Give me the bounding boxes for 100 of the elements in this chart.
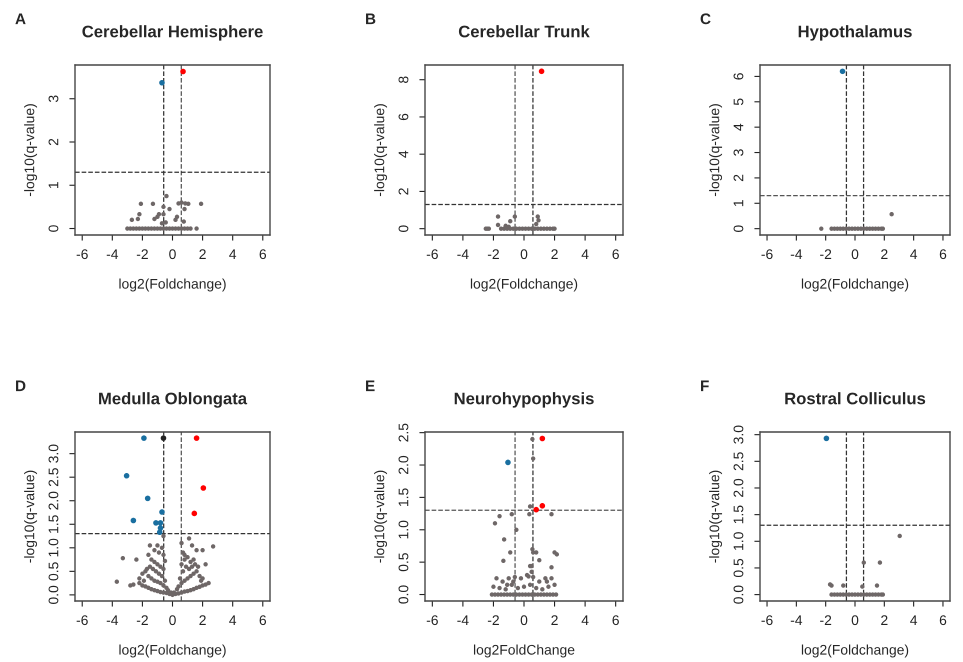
text: D xyxy=(16,380,26,392)
x-tick-label: 2 xyxy=(199,615,206,625)
y-tick-label: 0.5 xyxy=(398,553,408,572)
y-tick-label: 1.0 xyxy=(734,532,744,550)
y-axis-title: -log10(q-value) xyxy=(24,104,38,196)
chart-title: Cerebellar Trunk xyxy=(458,25,590,38)
x-axis-title: log2(Foldchange) xyxy=(470,278,578,292)
chart-title: Hypothalamus xyxy=(798,25,912,41)
y-tick-label: 2 xyxy=(48,138,58,146)
x-tick-label: 2 xyxy=(881,249,888,259)
text: F xyxy=(701,380,709,392)
x-axis-title: log2(Foldchange) xyxy=(119,644,226,658)
x-tick-label: 4 xyxy=(910,615,918,625)
x-tick-label: 0 xyxy=(169,249,176,260)
x-tick-label: 2 xyxy=(881,615,888,625)
y-tick-label: 0.0 xyxy=(48,586,58,604)
y-tick-label: 0.5 xyxy=(48,562,58,580)
y-tick-label: 1.5 xyxy=(48,515,58,533)
x-tick-label: 0 xyxy=(520,615,528,626)
y-tick-label: 2.5 xyxy=(734,452,744,470)
x-tick-label: 0 xyxy=(852,249,858,260)
y-tick-label: 2.0 xyxy=(48,492,58,510)
x-tick-label: -6 xyxy=(426,249,438,260)
x-tick-label: -2 xyxy=(488,249,499,259)
text: C xyxy=(700,13,711,24)
y-tick-label: 1.0 xyxy=(398,520,408,538)
y-tick-label: 2.5 xyxy=(398,424,408,442)
chart-title: Neurohypophysis xyxy=(454,392,594,408)
x-tick-label: 4 xyxy=(582,249,589,259)
y-tick-label: 0 xyxy=(734,225,744,232)
x-tick-label: -6 xyxy=(426,615,438,626)
x-tick-label: 6 xyxy=(940,249,946,260)
y-tick-label: 2 xyxy=(734,174,744,182)
y-axis-title: -log10(q-value) xyxy=(374,470,388,563)
y-axis-title: -log10(q-value) xyxy=(24,470,38,563)
y-tick-label: 4 xyxy=(734,124,744,131)
y-tick-label: 4 xyxy=(398,150,408,158)
x-tick-label: -4 xyxy=(790,249,802,259)
x-axis-title: log2(Foldchange) xyxy=(802,278,908,292)
x-tick-label: -2 xyxy=(820,249,832,259)
x-tick-label: 6 xyxy=(612,615,619,626)
x-tick-label: -6 xyxy=(761,249,773,260)
y-tick-label: 3.0 xyxy=(48,444,58,463)
y-tick-label: 8 xyxy=(398,76,408,83)
x-tick-label: -6 xyxy=(76,249,88,260)
y-axis-title: -log10(q-value) xyxy=(374,104,388,196)
x-tick-label: -4 xyxy=(106,615,118,625)
y-tick-label: 2.5 xyxy=(48,468,58,486)
x-tick-label: 0 xyxy=(169,615,176,626)
x-axis-title: log2(Foldchange) xyxy=(802,644,908,658)
x-tick-label: 6 xyxy=(260,249,266,260)
x-tick-label: 4 xyxy=(910,249,918,259)
chart-title: Medulla Oblongata xyxy=(99,392,248,408)
y-tick-label: 2.0 xyxy=(734,478,744,497)
y-tick-label: 6 xyxy=(734,73,744,80)
y-tick-label: 3 xyxy=(734,149,744,156)
x-tick-label: -2 xyxy=(136,249,148,259)
y-tick-label: 5 xyxy=(734,98,744,106)
x-tick-label: 2 xyxy=(199,249,206,259)
x-tick-label: 2 xyxy=(551,615,558,625)
y-tick-label: 1.5 xyxy=(398,488,408,506)
y-tick-label: 6 xyxy=(398,114,408,120)
x-tick-label: -4 xyxy=(457,249,469,259)
y-tick-label: 0.0 xyxy=(398,585,408,604)
y-tick-label: 2 xyxy=(398,188,408,195)
x-tick-label: 6 xyxy=(612,249,619,260)
x-tick-label: 0 xyxy=(852,615,858,626)
y-axis-title: -log10(q-value) xyxy=(709,470,722,563)
y-tick-label: 0.5 xyxy=(734,558,744,578)
x-tick-label: 2 xyxy=(551,249,558,259)
x-tick-label: 6 xyxy=(260,615,266,626)
x-tick-label: -6 xyxy=(761,615,773,626)
x-tick-label: -4 xyxy=(106,249,118,259)
x-tick-label: 4 xyxy=(582,615,589,625)
x-tick-label: -6 xyxy=(76,615,88,626)
x-tick-label: -4 xyxy=(790,615,802,625)
x-tick-label: 4 xyxy=(229,249,236,259)
chart-title: Rostral Colliculus xyxy=(785,392,926,404)
x-tick-label: -4 xyxy=(457,615,469,625)
x-tick-label: 6 xyxy=(940,615,946,626)
x-axis-title: log2FoldChange xyxy=(474,644,574,658)
y-tick-label: 1.0 xyxy=(48,538,58,556)
y-tick-label: 3 xyxy=(48,95,58,102)
y-tick-label: 1 xyxy=(48,182,58,188)
chart-title: Cerebellar Hemisphere xyxy=(82,25,263,41)
x-tick-label: 4 xyxy=(229,615,236,625)
y-tick-label: 2.0 xyxy=(398,456,408,474)
text: B xyxy=(366,14,376,24)
x-tick-label: -2 xyxy=(488,615,499,625)
y-tick-label: 1.5 xyxy=(734,506,744,524)
x-tick-label: -2 xyxy=(820,615,832,625)
y-axis-title: -log10(q-value) xyxy=(709,104,722,196)
text: A xyxy=(15,14,26,24)
x-tick-label: 0 xyxy=(520,249,528,260)
y-tick-label: 0 xyxy=(398,225,408,232)
y-tick-label: 0 xyxy=(48,225,58,232)
x-axis-title: log2(Foldchange) xyxy=(119,278,226,292)
y-tick-label: 0.0 xyxy=(734,585,744,604)
y-tick-label: 3.0 xyxy=(734,426,744,444)
x-tick-label: -2 xyxy=(136,615,148,625)
